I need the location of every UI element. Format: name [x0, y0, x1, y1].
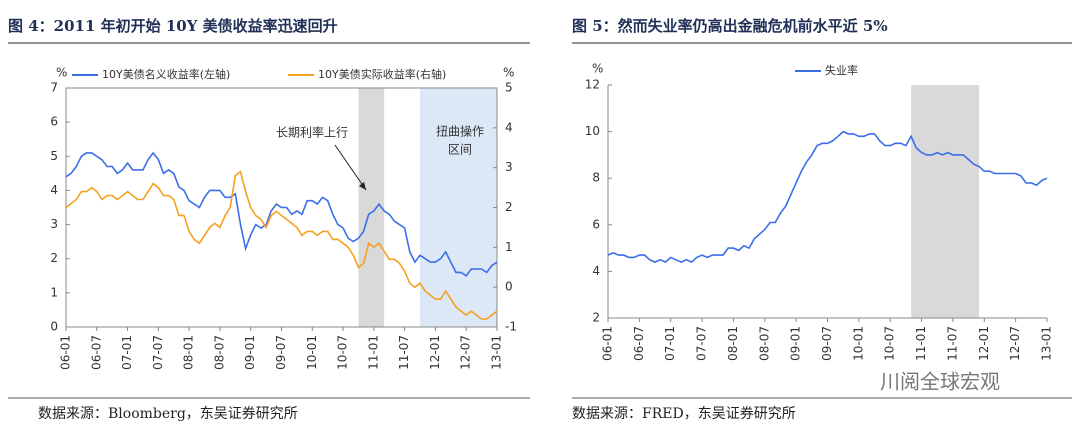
x-tick-label: 06-07	[89, 335, 103, 370]
x-tick-label: 12-01	[977, 326, 991, 361]
chart-title: 图 5：然而失业率仍高出金融危机前水平近 5%	[572, 17, 888, 35]
x-tick-label: 10-01	[851, 326, 865, 361]
shaded-region	[358, 88, 385, 327]
y-unit: %	[56, 66, 67, 80]
x-tick-label: 11-01	[366, 335, 380, 370]
x-tick-label: 12-01	[428, 335, 442, 370]
y-tick-label: 7	[50, 81, 58, 95]
y-tick-label: 10	[585, 124, 600, 138]
legend-label: 失业率	[825, 63, 858, 77]
x-tick-label: 10-07	[883, 326, 897, 361]
x-tick-label: 11-07	[397, 335, 411, 370]
y2-tick-label: 4	[505, 120, 513, 134]
annotation: 扭曲操作	[436, 124, 484, 139]
y-tick-label: 6	[592, 217, 600, 231]
y2-tick-label: -1	[505, 320, 517, 334]
shaded-region	[911, 85, 980, 318]
y2-tick-label: 2	[505, 200, 513, 214]
y-tick-label: 1	[50, 285, 58, 299]
x-tick-label: 12-07	[459, 335, 473, 370]
y2-unit: %	[503, 66, 514, 80]
x-tick-label: 12-07	[1008, 326, 1022, 361]
y-tick-label: 8	[592, 171, 600, 185]
x-tick-label: 11-07	[945, 326, 959, 361]
x-tick-label: 06-07	[632, 326, 646, 361]
x-tick-label: 07-01	[120, 335, 134, 370]
y-tick-label: 4	[50, 183, 58, 197]
y-tick-label: 12	[585, 78, 600, 92]
x-tick-label: 06-01	[59, 335, 73, 370]
x-tick-label: 09-01	[789, 326, 803, 361]
x-tick-label: 08-01	[182, 335, 196, 370]
x-tick-label: 09-07	[820, 326, 834, 361]
y2-tick-label: 3	[505, 160, 513, 174]
x-tick-label: 08-07	[757, 326, 771, 361]
annotation: 长期利率上行	[276, 125, 348, 140]
y-tick-label: 2	[50, 251, 58, 265]
shaded-region	[420, 88, 497, 327]
source: 数据来源：FRED，东吴证券研究所	[572, 406, 796, 422]
series-line	[65, 170, 498, 320]
x-tick-label: 13-01	[1040, 326, 1054, 361]
y-tick-label: 2	[592, 311, 600, 325]
y2-tick-label: 5	[505, 81, 513, 95]
x-tick-label: 07-01	[663, 326, 677, 361]
x-tick-label: 06-01	[601, 326, 615, 361]
x-tick-label: 09-01	[243, 335, 257, 370]
x-tick-label: 07-07	[695, 326, 709, 361]
y-tick-label: 0	[50, 320, 58, 334]
y-tick-label: 3	[50, 217, 58, 231]
x-tick-label: 11-01	[914, 326, 928, 361]
x-tick-label: 08-01	[726, 326, 740, 361]
y-tick-label: 6	[50, 115, 58, 129]
legend-label: 10Y美债名义收益率(左轴)	[102, 67, 230, 81]
y-unit: %	[592, 62, 603, 76]
series-line	[65, 151, 498, 277]
x-tick-label: 13-01	[490, 335, 504, 370]
annotation: 区间	[448, 143, 472, 157]
y2-tick-label: 0	[505, 280, 513, 294]
x-tick-label: 08-07	[212, 335, 226, 370]
source: 数据来源：Bloomberg，东吴证券研究所	[38, 406, 298, 422]
annotation-arrowhead	[359, 182, 366, 190]
y2-tick-label: 1	[505, 240, 513, 254]
x-tick-label: 09-07	[274, 335, 288, 370]
y-tick-label: 4	[592, 264, 600, 278]
y-tick-label: 5	[50, 149, 58, 163]
annotation-arrow	[334, 144, 367, 191]
x-tick-label: 10-01	[305, 335, 319, 370]
x-tick-label: 07-07	[151, 335, 165, 370]
series-line	[607, 130, 1048, 264]
x-tick-label: 10-07	[336, 335, 350, 370]
legend-label: 10Y美债实际收益率(右轴)	[318, 67, 446, 81]
chart-title: 图 4：2011 年初开始 10Y 美债收益率迅速回升	[8, 17, 338, 35]
watermark: 川阅全球宏观	[880, 370, 1000, 394]
